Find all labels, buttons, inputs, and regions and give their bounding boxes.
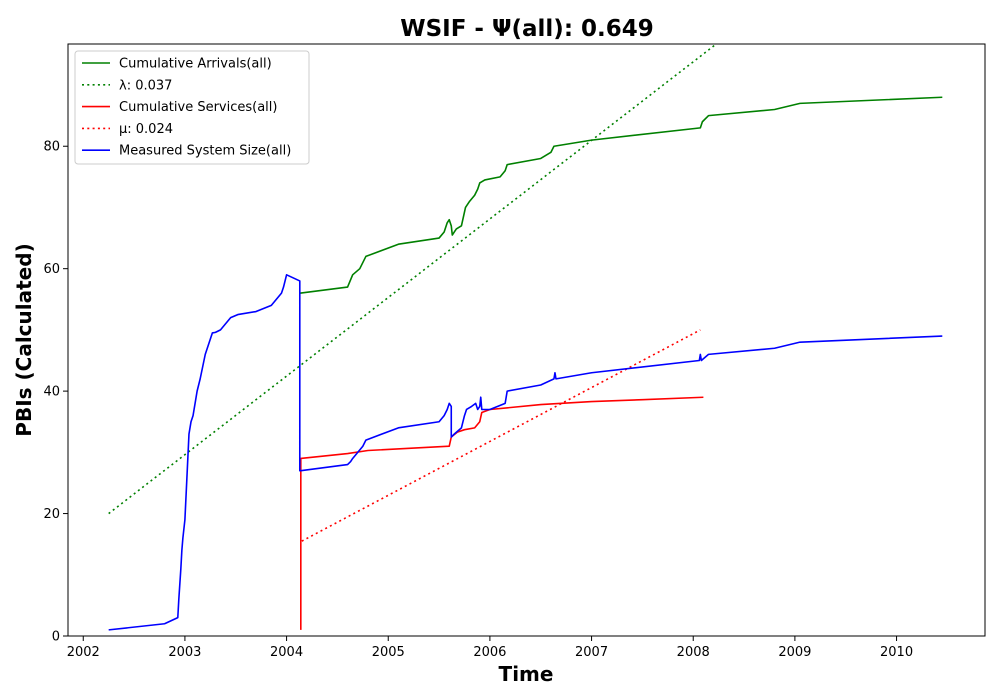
y-tick-label: 40 (43, 385, 60, 400)
legend-label: μ: 0.024 (119, 122, 173, 137)
y-axis-label: PBIs (Calculated) (12, 243, 36, 436)
x-tick-label: 2004 (270, 645, 303, 660)
legend-box (74, 50, 310, 165)
x-axis: 2002 2003 2004 2005 2006 2007 2008 2009 2010 (67, 636, 913, 660)
x-tick-label: 2009 (778, 645, 811, 660)
x-tick-label: 2002 (67, 645, 100, 660)
legend: Cumulative Arrivals(all) λ: 0.037 Cumulati… (74, 50, 310, 165)
legend-item-measured-system-size-all: Measured System Size(all) (82, 144, 291, 159)
x-axis-label: Time (499, 662, 554, 686)
legend-item-cumulative-services-all: Cumulative Services(all) (82, 100, 277, 115)
x-tick-label: 2005 (372, 645, 405, 660)
y-tick-label: 0 (52, 630, 60, 645)
plot-frame (67, 43, 986, 637)
series-layer (108, 44, 943, 631)
series-line-0-037 (108, 44, 718, 515)
series-line-measured-system-size-all (108, 273, 943, 631)
legend-item-0-024: μ: 0.024 (82, 122, 173, 137)
legend-label: Cumulative Arrivals(all) (119, 57, 272, 72)
legend-label: Measured System Size(all) (119, 144, 291, 159)
x-tick-label: 2003 (168, 645, 201, 660)
series-line-0-024 (301, 329, 701, 542)
legend-item-cumulative-arrivals-all: Cumulative Arrivals(all) (82, 57, 272, 72)
x-tick-label: 2008 (677, 645, 710, 660)
series-line-cumulative-services-all (300, 396, 704, 630)
x-tick-label: 2006 (473, 645, 506, 660)
x-tick-label: 2010 (880, 645, 913, 660)
legend-item-0-037: λ: 0.037 (82, 78, 172, 93)
y-tick-label: 60 (43, 262, 60, 277)
series-line-cumulative-arrivals-all (299, 96, 943, 294)
y-tick-label: 80 (43, 140, 60, 155)
y-tick-label: 20 (43, 507, 60, 522)
chart-title: WSIF - Ψ(all): 0.649 (400, 16, 654, 42)
legend-label: λ: 0.037 (119, 78, 172, 93)
x-tick-label: 2007 (575, 645, 608, 660)
y-axis: 0 20 40 60 80 (43, 140, 68, 645)
legend-label: Cumulative Services(all) (119, 100, 277, 115)
